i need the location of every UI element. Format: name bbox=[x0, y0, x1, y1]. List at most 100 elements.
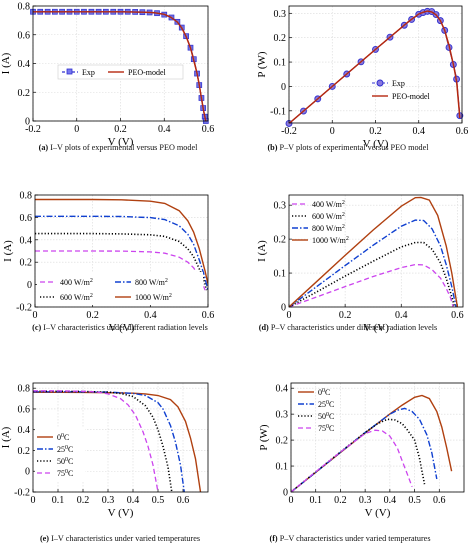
y-tick-label: -0.2 bbox=[14, 488, 30, 499]
y-axis-label: I (A) bbox=[256, 240, 268, 262]
caption: (a) I–V plots of experimental versus PEO… bbox=[39, 143, 199, 152]
plot-frame bbox=[290, 382, 465, 493]
y-tick-label: 0.2 bbox=[274, 235, 287, 246]
y-axis-label: P (W) bbox=[256, 51, 268, 78]
x-tick-label: 0.2 bbox=[369, 126, 382, 137]
legend-label: PEO-model bbox=[392, 92, 431, 101]
y-tick-label: 0 bbox=[281, 82, 286, 93]
y-tick-label: 0.8 bbox=[20, 191, 33, 202]
y-tick-label: 0 bbox=[283, 488, 288, 499]
chart-c: 0 0.2 0.4 0.6-0.200.20.40.60.8V (V)I (A)400… bbox=[2, 191, 214, 335]
x-tick-label: 0 bbox=[31, 495, 36, 506]
y-tick-label: 0.8 bbox=[18, 2, 31, 13]
legend-label: 800 W/m2 bbox=[135, 278, 168, 287]
legend-box bbox=[35, 427, 85, 481]
series-line bbox=[289, 10, 461, 123]
x-tick-label: 0.2 bbox=[86, 310, 99, 321]
y-tick-label: -0.2 bbox=[16, 303, 32, 314]
y-tick-label: 0 bbox=[281, 303, 286, 314]
x-axis-label: V (V) bbox=[109, 322, 135, 334]
series-line bbox=[33, 390, 159, 492]
y-tick-label: 0 bbox=[25, 117, 30, 128]
series-line bbox=[291, 429, 413, 492]
plot-area bbox=[291, 383, 464, 492]
legend-label: 500C bbox=[57, 457, 73, 466]
x-tick-label: 0.6 bbox=[456, 126, 469, 137]
x-axis-label: V (V) bbox=[363, 322, 389, 334]
y-tick-label: 0.4 bbox=[20, 235, 33, 246]
series-line bbox=[289, 263, 454, 307]
legend-label: PEO-model bbox=[128, 68, 167, 77]
series-line bbox=[33, 391, 185, 492]
y-tick-label: 0 bbox=[27, 280, 32, 291]
x-axis-label: V (V) bbox=[363, 138, 389, 150]
legend-label: 1000 W/m2 bbox=[312, 236, 349, 245]
x-tick-label: 0.2 bbox=[339, 310, 352, 321]
legend: 400 W/m2 800 W/m2 600 W/m2 1000 W/m2 bbox=[37, 272, 203, 305]
legend-label: Exp bbox=[392, 79, 405, 88]
y-axis-label: I (A) bbox=[0, 52, 12, 74]
plot-frame bbox=[34, 194, 209, 308]
y-tick-label: 0.2 bbox=[274, 33, 287, 44]
chart-f: 0 0.1 0.2 0.3 0.4 0.5 0.600.10.20.30.4V (V)P (… bbox=[258, 382, 465, 543]
legend-label: Exp bbox=[82, 68, 95, 77]
y-tick-label: 0.1 bbox=[276, 462, 289, 473]
plot-frame bbox=[288, 194, 464, 308]
x-tick-label: 0 bbox=[289, 495, 294, 506]
series-line bbox=[289, 196, 459, 307]
x-tick-label: 0.4 bbox=[413, 126, 426, 137]
chart-a: -0.2 0 0.2 0.4 0.600.20.40.60.8V (V)I (A) Exp… bbox=[0, 2, 214, 153]
caption: (f) P–V characteristics under varied tem… bbox=[269, 534, 430, 543]
legend: Exp PEO-model bbox=[372, 79, 431, 101]
y-tick-label: 0.6 bbox=[18, 404, 31, 415]
legend-label: 250C bbox=[57, 445, 73, 454]
x-tick-label: 0 bbox=[287, 310, 292, 321]
legend-label: 1000 W/m2 bbox=[135, 293, 172, 302]
y-tick-label: 0.8 bbox=[18, 384, 31, 395]
y-tick-label: 0.2 bbox=[276, 436, 289, 447]
y-tick-label: 0.3 bbox=[274, 9, 287, 20]
x-tick-label: 0.6 bbox=[202, 124, 215, 135]
legend-box bbox=[37, 272, 203, 305]
legend-label: 400 W/m2 bbox=[312, 200, 345, 209]
chart-b: -0.2 0 0.2 0.4 0.6 -0.1 0 0.1 0.2 0.3 V (V) P (W) Ex… bbox=[256, 5, 469, 152]
legend-label: 750C bbox=[57, 469, 73, 478]
series-line bbox=[289, 241, 456, 307]
y-tick-label: 0.6 bbox=[20, 213, 33, 224]
x-tick-label: 0.4 bbox=[395, 310, 408, 321]
x-tick-label: 0.1 bbox=[309, 495, 322, 506]
x-tick-label: 0.4 bbox=[144, 310, 157, 321]
x-tick-label: 0.5 bbox=[152, 495, 165, 506]
x-tick-label: 0.3 bbox=[102, 495, 115, 506]
x-tick-label: 0.1 bbox=[52, 495, 65, 506]
y-tick-label: 0.1 bbox=[274, 58, 287, 69]
plot-frame bbox=[288, 5, 463, 124]
x-tick-label: 0 bbox=[33, 310, 38, 321]
y-tick-label: 0.3 bbox=[274, 201, 287, 212]
legend-label: 250C bbox=[318, 400, 334, 409]
legend-label: 500C bbox=[318, 412, 334, 421]
series-line bbox=[35, 250, 206, 291]
series-line bbox=[35, 198, 208, 288]
x-tick-label: 0.4 bbox=[384, 495, 397, 506]
y-tick-label: 0.4 bbox=[18, 425, 31, 436]
y-axis-label: I (A) bbox=[0, 426, 12, 448]
y-tick-label: 0 bbox=[25, 467, 30, 478]
x-tick-label: 0.6 bbox=[202, 310, 215, 321]
y-tick-label: -0.1 bbox=[270, 106, 286, 117]
y-tick-label: 0.2 bbox=[18, 446, 31, 457]
legend-label: 400 W/m2 bbox=[60, 278, 93, 287]
x-tick-label: 0.4 bbox=[158, 124, 171, 135]
y-tick-label: 0.2 bbox=[20, 258, 33, 269]
chart-d: 0 0.2 0.4 0.6 0 0.1 0.2 0.3 V (V) I (A) 400 W/m2 60… bbox=[256, 194, 464, 334]
caption: (b) P–V plots of experimental versus PEO… bbox=[267, 143, 429, 152]
x-tick-label: 0.6 bbox=[433, 495, 446, 506]
x-tick-label: 0.2 bbox=[334, 495, 347, 506]
x-tick-label: 0.5 bbox=[408, 495, 421, 506]
x-tick-label: 0.2 bbox=[77, 495, 90, 506]
y-tick-label: 0.1 bbox=[274, 269, 287, 280]
legend-label: 00C bbox=[57, 433, 69, 442]
x-axis-label: V (V) bbox=[108, 507, 134, 519]
series-line bbox=[33, 390, 173, 492]
